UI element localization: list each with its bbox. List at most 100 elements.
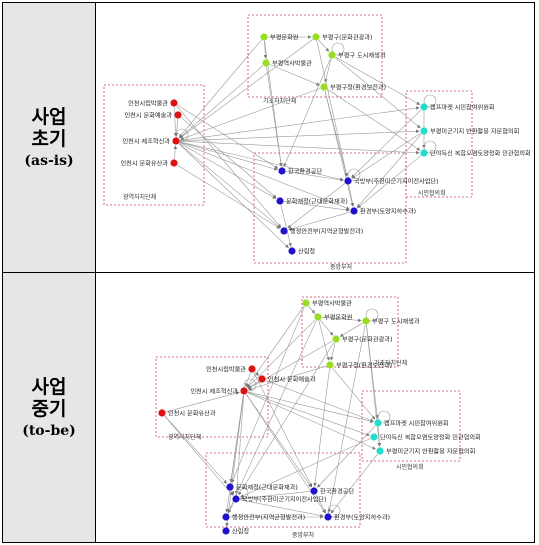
edge — [240, 491, 311, 500]
edge — [179, 141, 278, 171]
edge — [313, 368, 330, 487]
group-box-central — [253, 152, 407, 264]
network-node — [170, 159, 178, 167]
row-label-line2: 중기 — [31, 397, 67, 420]
network-node — [324, 513, 332, 521]
edge — [247, 392, 370, 437]
network-node — [240, 387, 248, 395]
node-label: 인천시립박물관 — [128, 100, 168, 108]
network-node — [262, 59, 270, 67]
node-label: 부평구 도시재생과 — [338, 52, 386, 60]
node-label: 행정안전부(지역균형발전과) — [290, 228, 363, 236]
edge — [330, 453, 378, 514]
node-label: 인천시 제조혁신과 — [122, 138, 170, 146]
node-label: 부평구 도시재생과 — [372, 318, 420, 326]
network-node — [326, 361, 334, 369]
edge — [238, 342, 335, 496]
node-label: 단야득신 복합오염토양정화 민관협의회 — [380, 434, 481, 442]
edge — [247, 380, 259, 389]
network-node — [232, 495, 240, 503]
node-label: 환경부(토양지하수과) — [334, 514, 390, 522]
node-label: 인천시 문화예술과 — [268, 376, 316, 384]
edge — [334, 57, 421, 129]
edge — [285, 171, 344, 182]
edge — [164, 415, 234, 496]
node-label: 인천시 문화유산과 — [168, 410, 216, 418]
edge — [234, 394, 245, 495]
edge — [318, 39, 330, 52]
edge — [335, 56, 421, 105]
network-node — [370, 433, 378, 441]
edge — [327, 324, 366, 513]
row-label-as-is: 사업 초기 (as-is) — [3, 3, 95, 272]
network-node — [310, 487, 318, 495]
edge — [231, 306, 305, 483]
self-loop-edge — [377, 410, 391, 424]
network-node — [170, 99, 178, 107]
group-label-civil: 시민협의회 — [396, 463, 424, 471]
network-node — [278, 167, 286, 175]
network-node — [222, 527, 230, 535]
node-label: 문화재청(근대문화재과) — [286, 198, 348, 206]
node-label: 국방부(주한미군기지이전사업단) — [354, 178, 439, 186]
node-label: 부평역사박물관 — [312, 300, 352, 308]
node-label: 부평구청(환경보전과) — [330, 84, 386, 92]
node-label: 단야득신 복합오염토양정화 민관협의회 — [430, 150, 531, 158]
network-node — [222, 513, 230, 521]
edge — [247, 392, 376, 450]
group-label-central: 중앙부처 — [292, 531, 314, 539]
row-label-line1: 사업 — [31, 375, 67, 398]
network-node — [280, 227, 288, 235]
node-label: 산림청 — [298, 248, 315, 256]
network-node — [302, 299, 310, 307]
node-label: 한국환경공단 — [288, 168, 322, 176]
edge — [318, 320, 330, 361]
edge-layer — [164, 305, 382, 527]
edge — [247, 391, 374, 423]
edge — [165, 391, 240, 413]
group-box-civil — [361, 390, 461, 462]
edge — [254, 371, 259, 376]
network-node — [226, 483, 234, 491]
node-label: 한국환경공단 — [320, 488, 354, 496]
edge — [248, 365, 327, 391]
row-label-to-be: 사업 중기 (to-be) — [3, 273, 95, 542]
node-label: 부평문화원 — [324, 314, 353, 322]
group-label-local: 기초자치단체 — [374, 359, 407, 367]
group-box-central — [205, 452, 361, 528]
node-label: 부평역사박물관 — [272, 60, 312, 68]
edge — [287, 183, 346, 229]
network-node — [362, 317, 370, 325]
group-label-central: 중앙부처 — [330, 263, 352, 271]
edge — [173, 106, 178, 137]
edge — [324, 90, 354, 207]
group-label-metro: 광역자치단체 — [123, 193, 156, 201]
node-label: 행정안전부(지역균형발전과) — [232, 514, 305, 522]
row-label-sub: (as-is) — [24, 152, 74, 169]
row-label-line2: 초기 — [31, 127, 67, 150]
edge — [179, 39, 313, 139]
self-loop-edge — [175, 128, 189, 142]
edge — [180, 88, 321, 140]
edge — [246, 394, 312, 488]
group-label-civil: 시민협의회 — [418, 189, 446, 197]
edge — [324, 58, 332, 83]
network-node — [174, 111, 182, 119]
network-node — [320, 83, 328, 91]
node-label: 캠프마켓 시민참여위원회 — [384, 420, 449, 428]
edge — [332, 367, 376, 420]
self-loop-edge — [347, 168, 361, 182]
node-label: 인천시 문화예술과 — [124, 112, 172, 120]
network-node — [158, 409, 166, 417]
network-node — [276, 197, 284, 205]
row-label-line1: 사업 — [31, 105, 67, 128]
edge — [239, 499, 324, 518]
network-node — [172, 137, 180, 145]
node-label: 부평구(문화관광과) — [322, 34, 372, 42]
edge — [351, 132, 421, 179]
edge — [179, 141, 344, 181]
edge — [179, 142, 277, 199]
edge — [246, 306, 304, 388]
group-box-civil — [405, 90, 473, 198]
